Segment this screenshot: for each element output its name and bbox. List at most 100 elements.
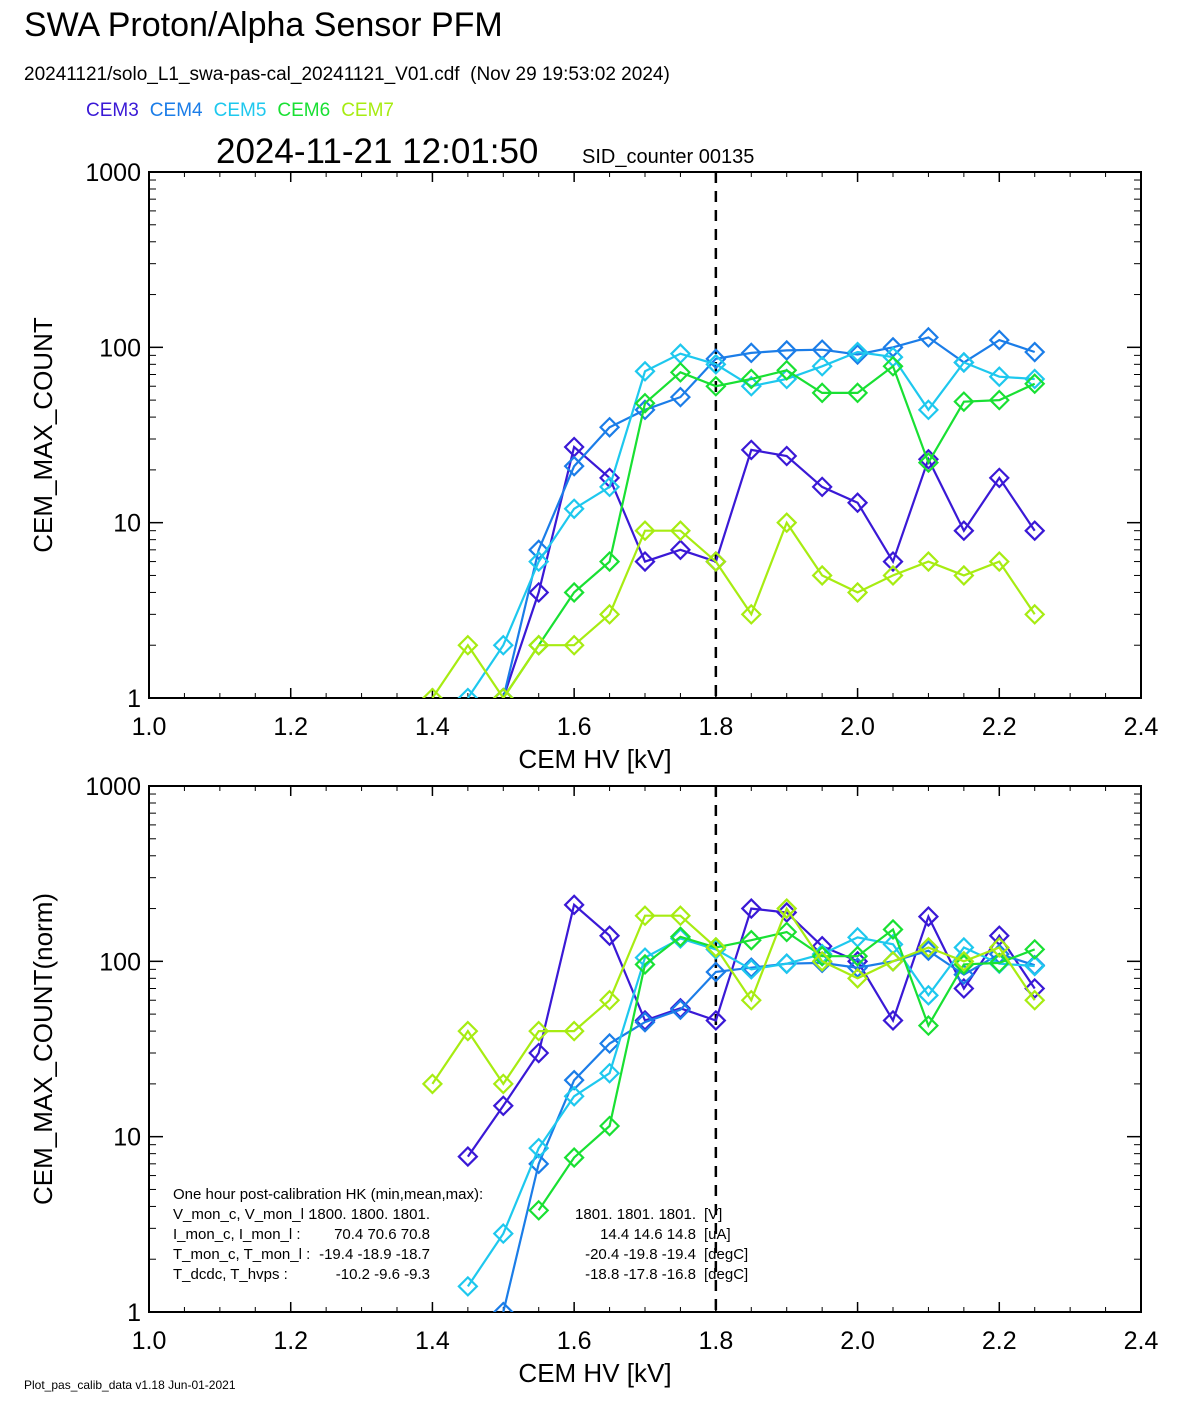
data-point	[528, 551, 550, 573]
hk-row-unit: [V]	[704, 1206, 722, 1223]
hk-row-unit: [degC]	[704, 1266, 748, 1283]
hk-row-unit: [uA]	[704, 1226, 731, 1243]
data-point	[1024, 368, 1046, 390]
data-point	[1024, 989, 1046, 1011]
legend-entry-cem6: CEM6	[277, 100, 331, 121]
data-point	[740, 957, 762, 979]
hk-text-block: One hour post-calibration HK (min,mean,m…	[173, 1186, 748, 1283]
data-point	[634, 1009, 656, 1032]
data-point	[953, 351, 975, 374]
x-tick-label: 2.0	[840, 713, 875, 741]
data-point	[634, 360, 656, 382]
data-point	[599, 416, 621, 438]
series-cem6	[528, 918, 1046, 1221]
data-point	[528, 581, 550, 603]
plot-frame	[148, 171, 1142, 699]
data-point	[953, 391, 975, 413]
data-point	[917, 551, 939, 573]
data-point	[421, 687, 443, 698]
y-tick-label: 10	[113, 1124, 141, 1152]
data-point	[528, 1137, 550, 1159]
data-point	[847, 382, 869, 404]
data-point	[811, 476, 833, 498]
data-point	[528, 1020, 550, 1042]
y-tick-label: 100	[99, 334, 141, 362]
series-line	[466, 936, 1035, 1288]
data-point	[492, 1223, 514, 1245]
data-point	[740, 342, 762, 364]
data-point	[1024, 520, 1046, 542]
data-point	[917, 906, 939, 928]
legend-entry-cem5: CEM5	[213, 100, 267, 121]
data-point	[1024, 977, 1046, 1000]
data-point	[740, 958, 762, 980]
data-point	[953, 964, 975, 986]
hk-row-label: I_mon_c, I_mon_l :	[173, 1226, 301, 1243]
data-point	[599, 989, 621, 1011]
x-tick-label: 1.2	[273, 1327, 308, 1355]
data-point	[563, 1147, 585, 1169]
data-point	[492, 1073, 514, 1095]
data-point	[776, 897, 798, 920]
x-tick-label: 2.4	[1124, 713, 1159, 741]
hk-row-label: T_mon_c, T_mon_l :	[173, 1246, 310, 1263]
data-point	[1024, 341, 1046, 363]
data-point	[847, 945, 869, 967]
series-cem7	[421, 897, 1046, 1095]
data-point	[917, 984, 939, 1006]
data-point	[917, 940, 939, 962]
data-point	[563, 455, 585, 477]
data-point	[528, 1042, 550, 1064]
data-point	[457, 1275, 479, 1297]
hk-row-c: 70.4 70.6 70.8	[334, 1226, 430, 1243]
data-point	[492, 1095, 514, 1117]
data-point	[847, 492, 869, 514]
x-tick-label: 2.2	[982, 713, 1017, 741]
data-point	[599, 1032, 621, 1055]
data-point	[457, 687, 479, 698]
data-point	[528, 1199, 550, 1221]
series-line	[431, 520, 1036, 698]
data-point	[917, 936, 939, 959]
data-point	[669, 905, 691, 927]
hk-row-c: 1800. 1800. 1801.	[309, 1206, 430, 1223]
series-line	[502, 336, 1036, 698]
data-point	[917, 1015, 939, 1037]
data-point	[847, 343, 869, 366]
data-point	[563, 634, 585, 656]
data-point	[669, 361, 691, 383]
data-point	[882, 950, 904, 972]
data-point	[917, 326, 939, 348]
series-cem5	[457, 926, 1046, 1297]
data-point	[917, 399, 939, 421]
footer-version: Plot_pas_calib_data v1.18 Jun-01-2021	[24, 1378, 236, 1392]
data-point	[1024, 603, 1046, 625]
data-point	[882, 564, 904, 587]
timestamp: 2024-11-21 12:01:50	[216, 132, 539, 171]
data-point	[563, 1020, 585, 1042]
y-tick-label: 100	[99, 948, 141, 976]
legend: CEM3 CEM4 CEM5 CEM6 CEM7	[86, 100, 405, 122]
series-line	[466, 902, 1036, 1158]
data-point	[776, 921, 798, 943]
data-point	[776, 953, 798, 975]
data-point	[988, 366, 1010, 388]
data-point	[669, 999, 691, 1021]
data-point	[917, 448, 939, 470]
data-point	[563, 498, 585, 520]
data-point	[847, 581, 869, 603]
hk-row-l: -20.4 -19.8 -19.4	[585, 1246, 696, 1263]
data-point	[669, 539, 691, 561]
data-point	[1024, 373, 1046, 395]
hk-row-l: -18.8 -17.8 -16.8	[585, 1266, 696, 1283]
data-point	[492, 687, 514, 698]
data-point	[882, 918, 904, 941]
series-line	[537, 927, 1036, 1211]
data-point	[705, 353, 727, 375]
data-point	[634, 1011, 656, 1033]
data-point	[492, 1301, 514, 1312]
sid-counter: SID_counter 00135	[582, 146, 755, 168]
data-point	[847, 967, 869, 989]
data-point	[705, 936, 727, 959]
